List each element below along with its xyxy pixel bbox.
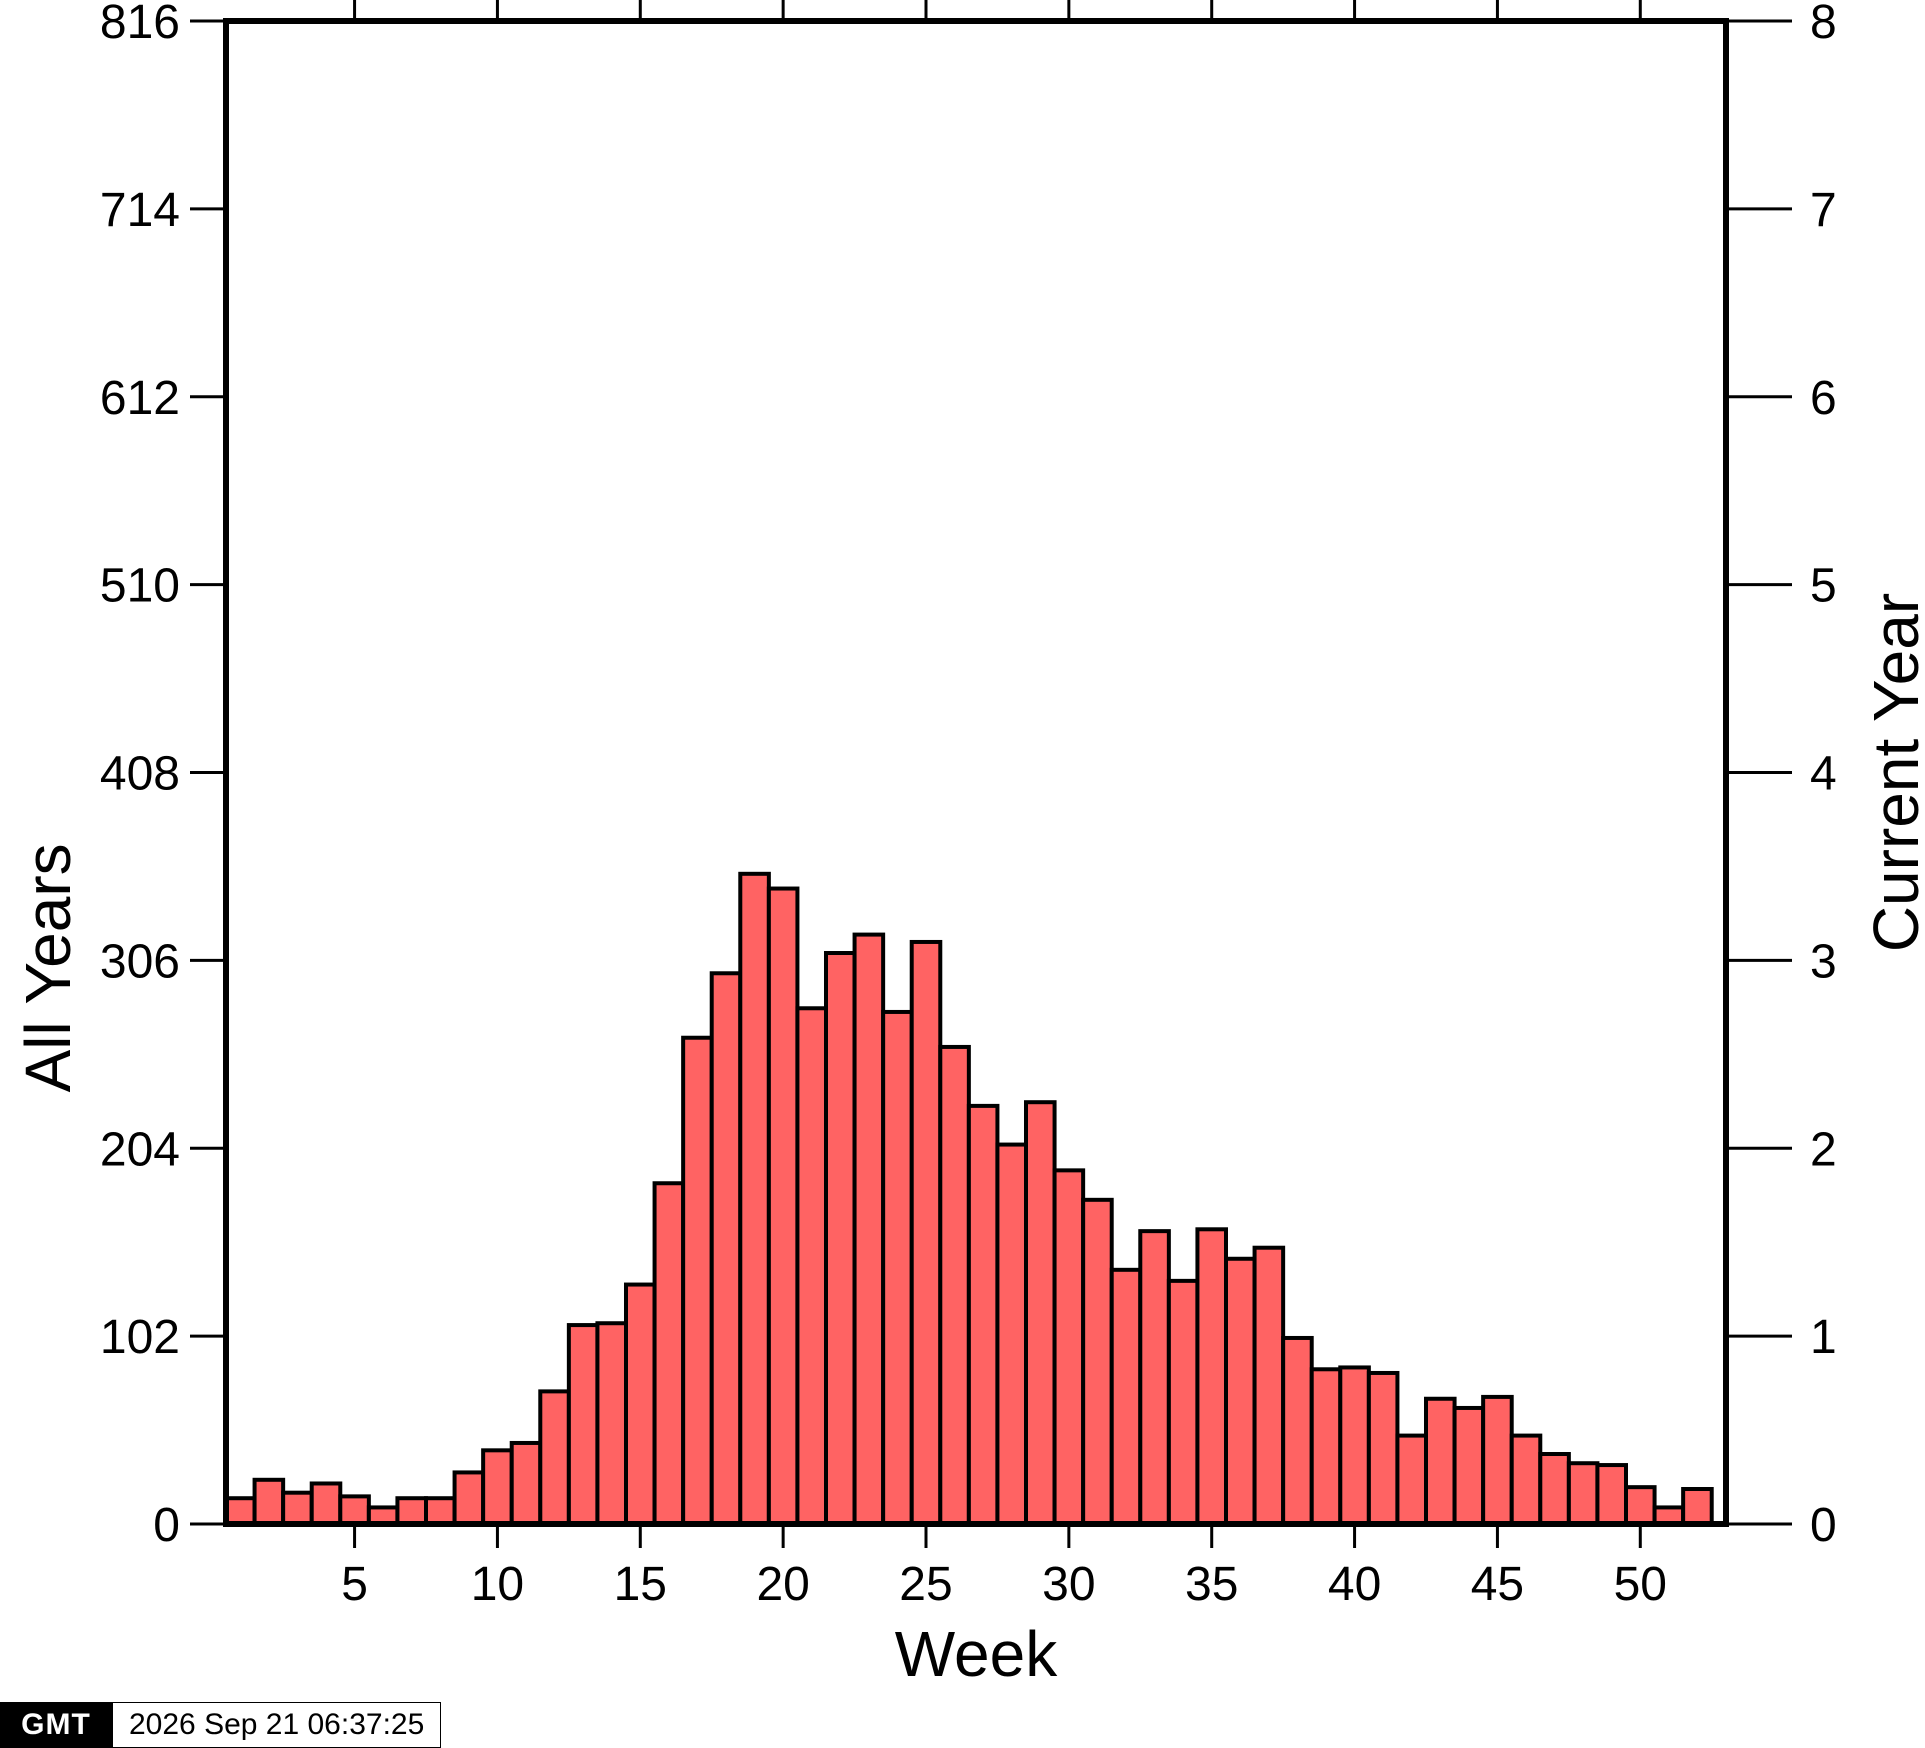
- y-tick-label: 714: [100, 184, 180, 237]
- y2-tick-label: 0: [1810, 1499, 1837, 1552]
- y-tick-label: 408: [100, 748, 180, 801]
- bar-week-26: [938, 1044, 971, 1526]
- bar-week-45: [1481, 1394, 1514, 1526]
- bar-week-33: [1138, 1229, 1171, 1526]
- bar-week-27: [966, 1103, 1000, 1526]
- bar-week-10: [481, 1448, 514, 1526]
- bar-week-41: [1366, 1370, 1400, 1527]
- x-tick-label: 35: [1185, 1558, 1238, 1611]
- x-tick-label: 40: [1328, 1558, 1381, 1611]
- bar-week-34: [1166, 1278, 1200, 1527]
- y2-tick-label: 8: [1810, 0, 1837, 49]
- bar-week-4: [309, 1481, 343, 1526]
- x-tick-label: 5: [341, 1558, 368, 1611]
- x-tick-label: 20: [756, 1558, 809, 1611]
- bar-week-15: [624, 1282, 657, 1527]
- y2-axis-title: Current Year: [1860, 593, 1925, 952]
- y2-tick-label: 2: [1810, 1123, 1837, 1176]
- bar-week-8: [424, 1496, 457, 1527]
- y2-tick-label: 5: [1810, 560, 1837, 613]
- bar-week-39: [1309, 1367, 1343, 1526]
- bar-week-12: [538, 1389, 571, 1526]
- x-axis-title: Week: [895, 1618, 1058, 1690]
- bar-week-2: [252, 1477, 286, 1526]
- histogram-chart: 5 10 15 20 25 30 35 40 45 50010220430640851061271…: [12, 0, 1925, 1690]
- bar-week-43: [1424, 1396, 1457, 1526]
- bar-week-30: [1052, 1168, 1086, 1526]
- y-tick-label: 612: [100, 372, 180, 425]
- y2-tick-label: 4: [1810, 748, 1837, 801]
- bar-week-7: [395, 1496, 428, 1527]
- bar-week-35: [1195, 1227, 1229, 1526]
- bar-week-50: [1624, 1485, 1657, 1526]
- bar-week-11: [509, 1440, 543, 1527]
- y-tick-label: 204: [100, 1123, 180, 1176]
- x-tick-label: 50: [1614, 1558, 1667, 1611]
- bar-week-20: [766, 886, 800, 1526]
- bar-week-38: [1281, 1335, 1314, 1526]
- bar-week-14: [595, 1321, 629, 1526]
- bar-week-49: [1595, 1463, 1629, 1527]
- bar-week-28: [995, 1142, 1029, 1526]
- timestamp-text: 2026 Sep 21 06:37:25: [112, 1702, 442, 1748]
- bar-week-3: [281, 1490, 314, 1526]
- y-axis-title: All Years: [12, 843, 84, 1092]
- bar-week-37: [1252, 1245, 1286, 1527]
- y2-tick-label: 6: [1810, 372, 1837, 425]
- bar-week-31: [1081, 1197, 1114, 1526]
- bar-week-13: [566, 1323, 600, 1526]
- bar-week-9: [452, 1470, 486, 1527]
- y-tick-label: 816: [100, 0, 180, 49]
- bar-week-22: [824, 951, 857, 1526]
- y-tick-label: 0: [153, 1499, 180, 1552]
- x-tick-label: 45: [1471, 1558, 1524, 1611]
- bar-week-52: [1681, 1487, 1714, 1526]
- bar-week-29: [1024, 1100, 1057, 1526]
- bar-week-42: [1395, 1433, 1429, 1527]
- bar-week-40: [1338, 1365, 1371, 1526]
- y-tick-label: 510: [100, 560, 180, 613]
- bar-week-36: [1224, 1256, 1257, 1526]
- bar-week-19: [738, 871, 771, 1526]
- bar-week-25: [909, 939, 943, 1526]
- y2-tick-label: 1: [1810, 1311, 1837, 1364]
- x-tick-label: 25: [899, 1558, 952, 1611]
- bar-week-32: [1109, 1267, 1143, 1526]
- x-tick-label: 30: [1042, 1558, 1095, 1611]
- bar-week-48: [1566, 1461, 1600, 1527]
- gmt-logo: GMT: [0, 1702, 112, 1748]
- bar-week-24: [881, 1009, 914, 1526]
- y-tick-label: 306: [100, 935, 180, 988]
- bar-week-47: [1538, 1452, 1571, 1526]
- bars-group: [224, 871, 1714, 1527]
- x-tick-label: 15: [614, 1558, 667, 1611]
- bar-week-17: [681, 1035, 714, 1527]
- y2-tick-label: 3: [1810, 935, 1837, 988]
- bar-week-23: [852, 932, 886, 1526]
- bar-week-44: [1452, 1405, 1486, 1527]
- bar-week-1: [224, 1496, 257, 1527]
- timestamp-stamp: GMT 2026 Sep 21 06:37:25: [0, 1702, 442, 1748]
- y-tick-label: 102: [100, 1311, 180, 1364]
- x-tick-label: 10: [471, 1558, 524, 1611]
- ticks-group: 5 10 15 20 25 30 35 40 45 50010220430640851061271…: [100, 0, 1837, 1611]
- y2-tick-label: 7: [1810, 184, 1837, 237]
- bar-week-46: [1509, 1433, 1543, 1527]
- bar-week-21: [795, 1006, 829, 1526]
- bar-week-16: [652, 1181, 686, 1526]
- bar-week-5: [338, 1494, 371, 1527]
- bar-week-18: [709, 971, 743, 1526]
